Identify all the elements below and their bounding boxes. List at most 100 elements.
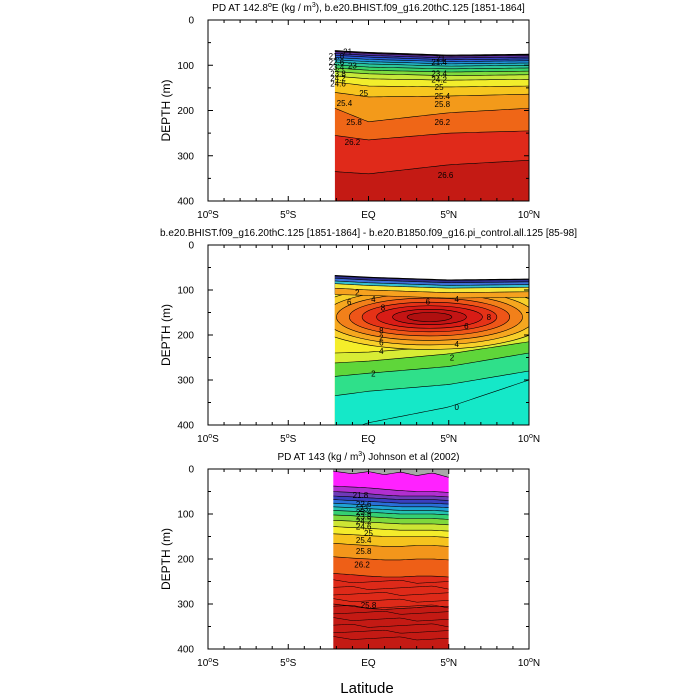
contour-label: 21 <box>436 54 445 63</box>
contour-line <box>333 506 449 512</box>
contour-label: 25.8 <box>356 547 372 556</box>
contour-label: 26.2 <box>354 560 370 569</box>
y-axis-label: DEPTH (m) <box>159 528 173 590</box>
contour-label: 4 <box>455 340 460 349</box>
contour-band <box>334 71 529 81</box>
surface-line <box>334 275 530 281</box>
y-axis-label: DEPTH (m) <box>159 80 173 142</box>
x-tick-label: EQ <box>361 658 376 669</box>
contour-label: 2 <box>371 369 376 378</box>
contour-label: 24.6 <box>330 79 346 88</box>
x-tick-label: 10oS <box>197 433 219 445</box>
contour-line <box>333 485 449 493</box>
contour-band <box>334 59 529 67</box>
contour-band <box>333 506 449 515</box>
contour-band <box>333 499 449 508</box>
contour-band <box>334 64 529 73</box>
contour-line <box>334 51 529 57</box>
panel-title: PD AT 142.8oE (kg / m3), b.e20.BHIST.f09… <box>212 2 525 14</box>
contour-band <box>334 55 529 62</box>
contour-label: 21.8 <box>353 491 369 500</box>
contour-line <box>334 53 529 59</box>
contour-label: 26.2 <box>345 138 361 147</box>
contour-label: 25.4 <box>337 99 353 108</box>
contour-band <box>334 57 529 64</box>
x-tick-label: EQ <box>361 210 376 221</box>
contour-line <box>334 57 529 62</box>
x-axis-label: Latitude <box>340 680 393 697</box>
contour-line <box>333 510 449 516</box>
contour-line <box>333 623 449 628</box>
contour-ring <box>406 312 453 322</box>
contour-label: 26.6 <box>438 171 454 180</box>
x-tick-label: 10oN <box>518 209 540 221</box>
contour-line <box>333 499 449 505</box>
y-tick-label: 0 <box>188 241 194 252</box>
y-tick-label: 100 <box>177 510 194 521</box>
y-tick-label: 300 <box>177 151 194 162</box>
contour-line <box>333 495 449 501</box>
contour-line <box>334 61 529 67</box>
contour-label: 25 <box>435 83 444 92</box>
contour-line <box>334 59 529 65</box>
x-tick-label: 5oS <box>280 433 296 445</box>
y-tick-label: 100 <box>177 286 194 297</box>
y-tick-label: 400 <box>177 197 194 208</box>
y-tick-label: 300 <box>177 600 194 611</box>
contour-line <box>333 573 449 578</box>
contour-label: 6 <box>426 298 431 307</box>
contour-band <box>334 287 529 299</box>
contour-fills <box>334 50 529 201</box>
y-tick-label: 400 <box>177 421 194 432</box>
contour-band <box>333 496 449 505</box>
y-tick-label: 400 <box>177 645 194 656</box>
panel-model: 2121.822.62323.423.824.224.62525.425.826… <box>159 2 540 221</box>
contour-line <box>333 611 449 615</box>
contour-line <box>333 604 449 609</box>
contour-label: 6 <box>464 322 469 331</box>
contour-line <box>334 379 529 425</box>
contour-label: 2 <box>379 333 384 342</box>
contour-line <box>334 341 529 364</box>
contour-band <box>333 486 449 497</box>
contour-label: 23 <box>359 505 368 514</box>
contour-line <box>333 502 449 508</box>
contour-label: 4 <box>371 295 376 304</box>
contour-label: 4 <box>379 347 384 356</box>
contour-label: 2 <box>450 354 455 363</box>
contour-label: 23.8 <box>330 69 346 78</box>
contour-line <box>333 526 449 532</box>
contour-line <box>334 67 529 73</box>
contour-band <box>334 53 529 60</box>
contour-band <box>333 503 449 512</box>
x-tick-label: EQ <box>361 434 376 445</box>
contour-band <box>334 81 529 97</box>
panel-difference: 6 486 422864286420b.e20.BHIST.f09_g16.20th… <box>159 228 577 445</box>
y-tick-label: 200 <box>177 106 194 117</box>
contour-label: 21.4 <box>431 58 447 67</box>
contour-label: 22.6 <box>329 58 345 67</box>
contour-line <box>334 370 529 397</box>
contour-label: 2 <box>355 288 360 297</box>
contour-band <box>334 130 529 174</box>
contour-band <box>333 604 449 649</box>
contour-band <box>333 514 449 525</box>
panel-title: b.e20.BHIST.f09_g16.20thC.125 [1851-1864… <box>160 228 577 239</box>
contour-line <box>333 636 449 641</box>
x-tick-label: 5oN <box>440 433 457 445</box>
contour-line <box>333 617 449 622</box>
contour-fills <box>333 470 449 649</box>
panel-title: PD AT 143 (kg / m3) Johnson et al (2002) <box>278 451 460 463</box>
contour-label: 21 <box>343 48 352 57</box>
contour-label: 24.2 <box>356 517 372 526</box>
contour-label: 23.4 <box>356 508 372 517</box>
contour-label: 23.8 <box>356 513 372 522</box>
contour-label: 24.2 <box>431 76 447 85</box>
contour-label: 25 <box>359 89 368 98</box>
contour-line <box>334 71 529 76</box>
x-tick-label: 5oN <box>440 209 457 221</box>
contour-label: 8 <box>487 313 492 322</box>
contour-label: 26.2 <box>435 118 451 127</box>
y-tick-label: 300 <box>177 376 194 387</box>
contour-band <box>333 533 449 547</box>
